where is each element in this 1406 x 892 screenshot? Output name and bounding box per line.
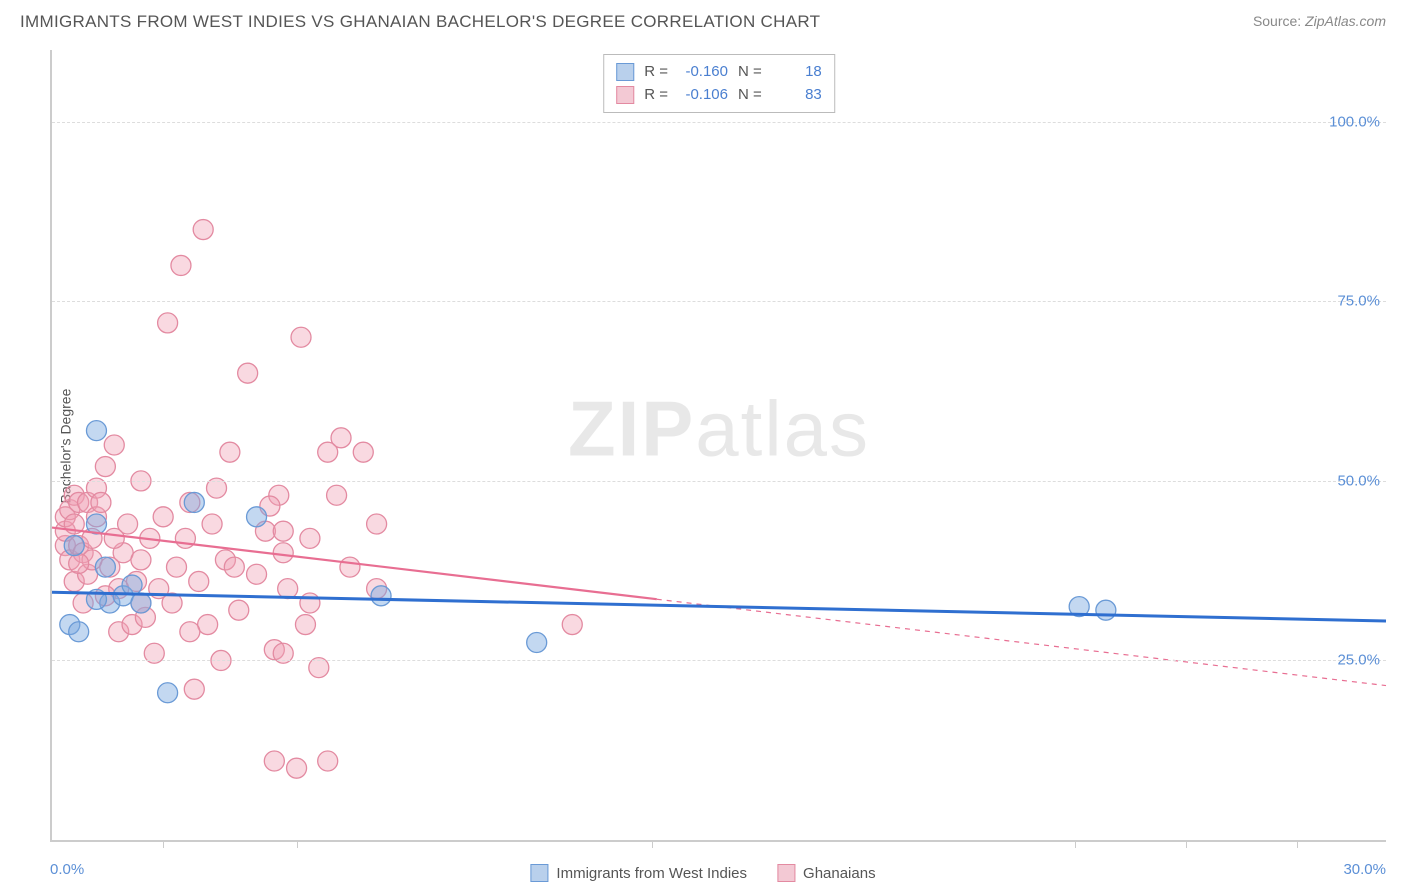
x-tick xyxy=(297,840,298,848)
scatter-point xyxy=(247,564,267,584)
legend-label-2: Ghanaians xyxy=(803,865,876,882)
scatter-point xyxy=(131,593,151,613)
scatter-point xyxy=(95,457,115,477)
scatter-point xyxy=(247,507,267,527)
scatter-point xyxy=(104,435,124,455)
scatter-point xyxy=(153,507,173,527)
scatter-point xyxy=(122,575,142,595)
legend-item-2: Ghanaians xyxy=(777,864,876,882)
scatter-point xyxy=(91,492,111,512)
gridline xyxy=(52,481,1386,482)
chart-title: IMMIGRANTS FROM WEST INDIES VS GHANAIAN … xyxy=(20,12,820,32)
scatter-point xyxy=(69,622,89,642)
gridline xyxy=(52,301,1386,302)
scatter-point xyxy=(86,421,106,441)
scatter-point xyxy=(180,622,200,642)
x-tick xyxy=(163,840,164,848)
scatter-point xyxy=(189,571,209,591)
gridline xyxy=(52,122,1386,123)
scatter-point xyxy=(184,492,204,512)
y-tick-label: 75.0% xyxy=(1337,293,1380,310)
scatter-point xyxy=(562,615,582,635)
scatter-point xyxy=(527,633,547,653)
scatter-point xyxy=(184,679,204,699)
scatter-point xyxy=(202,514,222,534)
source-prefix: Source: xyxy=(1253,13,1305,29)
y-tick-label: 100.0% xyxy=(1329,113,1380,130)
scatter-point xyxy=(175,528,195,548)
scatter-point xyxy=(291,327,311,347)
scatter-point xyxy=(353,442,373,462)
scatter-point xyxy=(69,554,89,574)
scatter-point xyxy=(327,485,347,505)
scatter-point xyxy=(158,683,178,703)
x-tick xyxy=(1075,840,1076,848)
swatch-series-2 xyxy=(777,864,795,882)
trend-line xyxy=(52,592,1386,621)
scatter-point xyxy=(264,751,284,771)
scatter-point xyxy=(287,758,307,778)
scatter-point xyxy=(300,528,320,548)
source-link[interactable]: ZipAtlas.com xyxy=(1305,13,1386,29)
scatter-point xyxy=(64,536,84,556)
chart-plot-area: ZIPatlas R = -0.160 N = 18 R = -0.106 N … xyxy=(50,50,1386,842)
y-tick-label: 25.0% xyxy=(1337,652,1380,669)
scatter-point xyxy=(340,557,360,577)
legend-item-1: Immigrants from West Indies xyxy=(530,864,747,882)
scatter-point xyxy=(367,514,387,534)
x-tick xyxy=(1297,840,1298,848)
scatter-point xyxy=(224,557,244,577)
x-tick xyxy=(1186,840,1187,848)
scatter-point xyxy=(238,363,258,383)
scatter-point xyxy=(229,600,249,620)
gridline xyxy=(52,660,1386,661)
scatter-point xyxy=(198,615,218,635)
scatter-point xyxy=(331,428,351,448)
scatter-point xyxy=(273,543,293,563)
scatter-point xyxy=(95,557,115,577)
legend-label-1: Immigrants from West Indies xyxy=(556,865,747,882)
y-tick-label: 50.0% xyxy=(1337,472,1380,489)
scatter-point xyxy=(193,220,213,240)
scatter-point xyxy=(158,313,178,333)
x-tick-label: 0.0% xyxy=(50,861,84,878)
swatch-series-1 xyxy=(530,864,548,882)
x-tick-label: 30.0% xyxy=(1343,861,1386,878)
source-attribution: Source: ZipAtlas.com xyxy=(1253,13,1386,31)
scatter-point xyxy=(318,751,338,771)
x-tick xyxy=(652,840,653,848)
scatter-point xyxy=(295,615,315,635)
scatter-svg xyxy=(52,50,1386,840)
scatter-point xyxy=(167,557,187,577)
scatter-point xyxy=(171,255,191,275)
scatter-point xyxy=(278,579,298,599)
scatter-point xyxy=(131,550,151,570)
scatter-point xyxy=(104,528,124,548)
scatter-point xyxy=(1096,600,1116,620)
bottom-legend: Immigrants from West Indies Ghanaians xyxy=(530,864,875,882)
scatter-point xyxy=(220,442,240,462)
scatter-point xyxy=(273,521,293,541)
scatter-point xyxy=(300,593,320,613)
scatter-point xyxy=(371,586,391,606)
